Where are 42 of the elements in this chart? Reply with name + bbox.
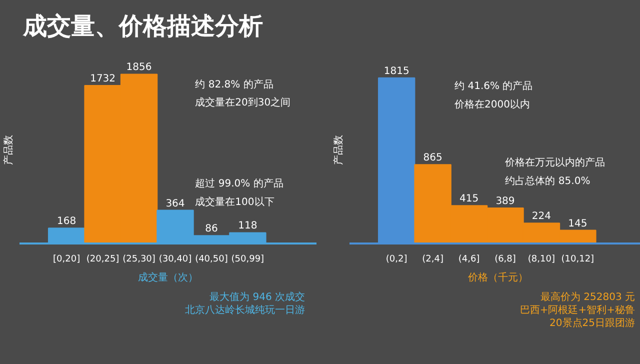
data-label: 865: [423, 152, 442, 164]
x-tick-label: (40,50]: [195, 254, 228, 264]
x-tick-label: (2,4]: [422, 254, 444, 264]
x-tick-label: (6,8]: [494, 254, 516, 264]
annotation: 成交量在100以下: [195, 196, 274, 208]
x-axis-title: 价格（千元）: [467, 272, 528, 284]
x-tick-label: (50,99]: [231, 254, 264, 264]
text: 最高价为 252803 元: [540, 292, 635, 303]
data-label: 1856: [126, 62, 152, 74]
data-label: 415: [459, 194, 479, 205]
data-label: 118: [238, 220, 258, 232]
x-tick-label: (10,12]: [561, 254, 594, 264]
data-label: 364: [166, 198, 185, 210]
annotation: 约占总体的 85.0%: [505, 174, 590, 187]
data-label: 224: [532, 211, 552, 222]
x-tick-label: [0,20]: [53, 254, 80, 264]
y-axis-title: 产品数: [332, 135, 344, 165]
text: 20景点25日跟团游: [550, 318, 635, 329]
annotation: 约 82.8% 的产品: [195, 78, 274, 90]
data-label: 1815: [384, 66, 410, 77]
data-label: 145: [568, 218, 588, 230]
x-tick-label: (4,6]: [458, 254, 480, 264]
x-axis-title: 成交量（次）: [138, 272, 198, 284]
data-label: 1732: [90, 74, 116, 85]
data-label: 86: [205, 224, 218, 235]
x-tick-label: (8,10]: [528, 254, 555, 264]
x-tick-label: (0,2]: [386, 254, 408, 264]
annotation: 约 41.6% 的产品: [454, 80, 533, 92]
text: 巴西+阿根廷+智利+秘鲁: [520, 305, 635, 316]
x-tick-label: (25,30]: [122, 254, 156, 264]
text: 北京八达岭长城纯玩一日游: [185, 305, 305, 316]
annotation: 价格在2000以内: [454, 98, 530, 110]
annotation: 成交量在20到30之间: [195, 96, 291, 108]
x-tick-label: (20,25]: [86, 254, 120, 264]
chart-title: 成交量、价格描述分析: [23, 11, 263, 42]
annotation: 超过 99.0% 的产品: [195, 178, 284, 190]
y-axis-title: 产品数: [2, 135, 14, 165]
data-label: 389: [496, 196, 515, 208]
text: 最大值为 946 次成交: [210, 292, 305, 303]
data-label: 168: [57, 216, 76, 228]
x-tick-label: (30,40]: [158, 254, 192, 264]
annotation: 价格在万元以内的产品: [504, 156, 606, 169]
